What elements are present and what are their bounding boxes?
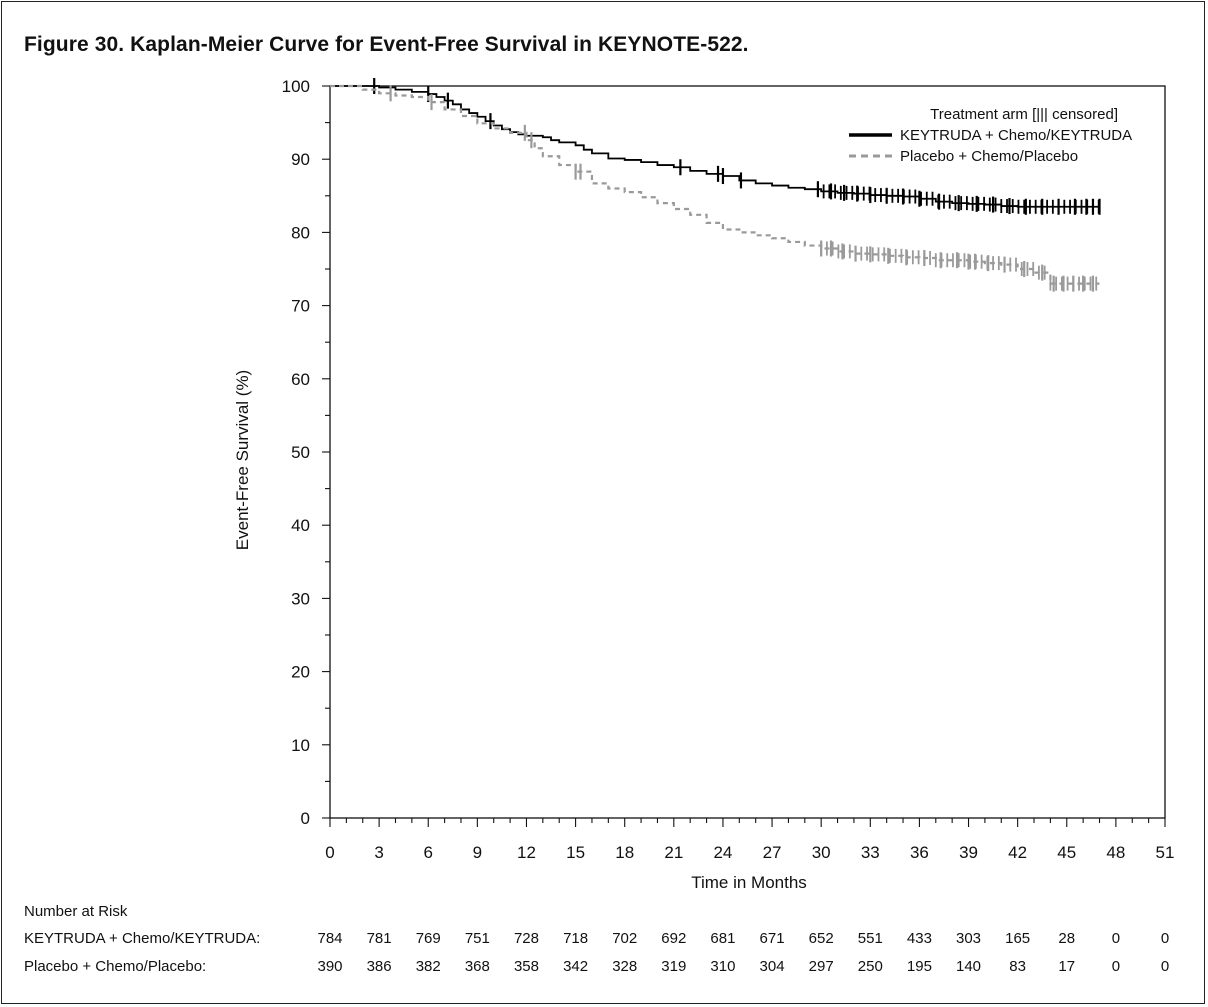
x-tick-label: 33 xyxy=(861,843,880,862)
figure-title: Figure 30. Kaplan-Meier Curve for Event-… xyxy=(24,33,749,56)
plot-area xyxy=(329,85,1166,819)
risk-count: 718 xyxy=(563,930,589,947)
y-tick-label: 10 xyxy=(291,736,310,755)
y-tick-label: 0 xyxy=(301,809,310,828)
x-tick-label: 45 xyxy=(1057,843,1076,862)
risk-count: 83 xyxy=(1009,958,1026,975)
y-tick-label: 40 xyxy=(291,516,310,535)
risk-count: 702 xyxy=(612,930,638,947)
risk-count: 165 xyxy=(1005,930,1031,947)
risk-count: 195 xyxy=(906,958,932,975)
y-tick-label: 100 xyxy=(282,77,310,96)
risk-count: 652 xyxy=(808,930,834,947)
risk-table-header: Number at Risk xyxy=(24,903,128,920)
legend: Treatment arm [||| censored] KEYTRUDA + C… xyxy=(849,106,1132,165)
y-axis-label: Event-Free Survival (%) xyxy=(233,370,252,550)
legend-placebo-label: Placebo + Chemo/Placebo xyxy=(900,148,1078,165)
risk-count: 140 xyxy=(956,958,982,975)
keytruda-curve xyxy=(330,85,1100,208)
x-tick-label: 24 xyxy=(713,843,732,862)
x-tick-label: 0 xyxy=(325,843,334,862)
risk-count: 358 xyxy=(513,958,539,975)
y-tick-label: 60 xyxy=(291,370,310,389)
risk-count: 781 xyxy=(366,930,392,947)
x-tick-label: 42 xyxy=(1008,843,1027,862)
x-tick-label: 30 xyxy=(812,843,831,862)
x-tick-label: 51 xyxy=(1156,843,1175,862)
risk-count: 681 xyxy=(710,930,736,947)
risk-count: 433 xyxy=(906,930,932,947)
risk-count: 386 xyxy=(366,958,392,975)
risk-row-label-placebo: Placebo + Chemo/Placebo: xyxy=(24,958,207,975)
x-tick-label: 9 xyxy=(473,843,482,862)
risk-count: 0 xyxy=(1160,958,1170,975)
risk-count: 250 xyxy=(857,958,883,975)
risk-count: 382 xyxy=(415,958,441,975)
risk-count: 0 xyxy=(1160,930,1170,947)
y-tick-label: 80 xyxy=(291,223,310,242)
x-axis: 0 3 6 9 12 15 18 21 24 27 30 33 36 39 42 45 48 51 xyxy=(325,818,1174,862)
risk-count: 17 xyxy=(1058,958,1076,975)
risk-count: 303 xyxy=(956,930,982,947)
risk-count: 319 xyxy=(661,958,687,975)
x-tick-label: 15 xyxy=(566,843,585,862)
risk-count: 328 xyxy=(612,958,638,975)
x-tick-label: 39 xyxy=(959,843,978,862)
risk-count: 671 xyxy=(759,930,785,947)
risk-count: 692 xyxy=(661,930,687,947)
x-axis-label: Time in Months xyxy=(691,873,807,892)
survival-curves xyxy=(330,78,1101,292)
legend-title: Treatment arm [||| censored] xyxy=(930,106,1118,123)
plot-frame xyxy=(329,85,1166,819)
x-tick-label: 3 xyxy=(374,843,383,862)
x-tick-label: 48 xyxy=(1106,843,1125,862)
risk-count: 297 xyxy=(808,958,834,975)
x-tick-label: 36 xyxy=(910,843,929,862)
x-tick-label: 27 xyxy=(763,843,782,862)
risk-count: 304 xyxy=(759,958,785,975)
risk-count: 0 xyxy=(1111,930,1121,947)
risk-count: 551 xyxy=(857,930,883,947)
risk-count: 728 xyxy=(513,930,539,947)
x-tick-label: 21 xyxy=(664,843,683,862)
risk-count: 28 xyxy=(1058,930,1076,947)
risk-count: 368 xyxy=(464,958,490,975)
risk-count: 0 xyxy=(1111,958,1121,975)
risk-count: 310 xyxy=(710,958,736,975)
x-tick-label: 12 xyxy=(517,843,536,862)
legend-keytruda-label: KEYTRUDA + Chemo/KEYTRUDA xyxy=(900,127,1132,144)
risk-count: 342 xyxy=(563,958,589,975)
y-tick-label: 70 xyxy=(291,297,310,316)
risk-row-label-keytruda: KEYTRUDA + Chemo/KEYTRUDA: xyxy=(24,930,261,947)
risk-count: 769 xyxy=(415,930,441,947)
placebo-curve xyxy=(330,84,1100,285)
x-tick-label: 6 xyxy=(424,843,433,862)
y-tick-label: 90 xyxy=(291,150,310,169)
y-tick-label: 50 xyxy=(291,443,310,462)
risk-count: 751 xyxy=(464,930,490,947)
risk-count: 784 xyxy=(317,930,343,947)
risk-count: 390 xyxy=(317,958,343,975)
y-tick-label: 20 xyxy=(291,663,310,682)
x-tick-label: 18 xyxy=(615,843,634,862)
y-tick-label: 30 xyxy=(291,589,310,608)
